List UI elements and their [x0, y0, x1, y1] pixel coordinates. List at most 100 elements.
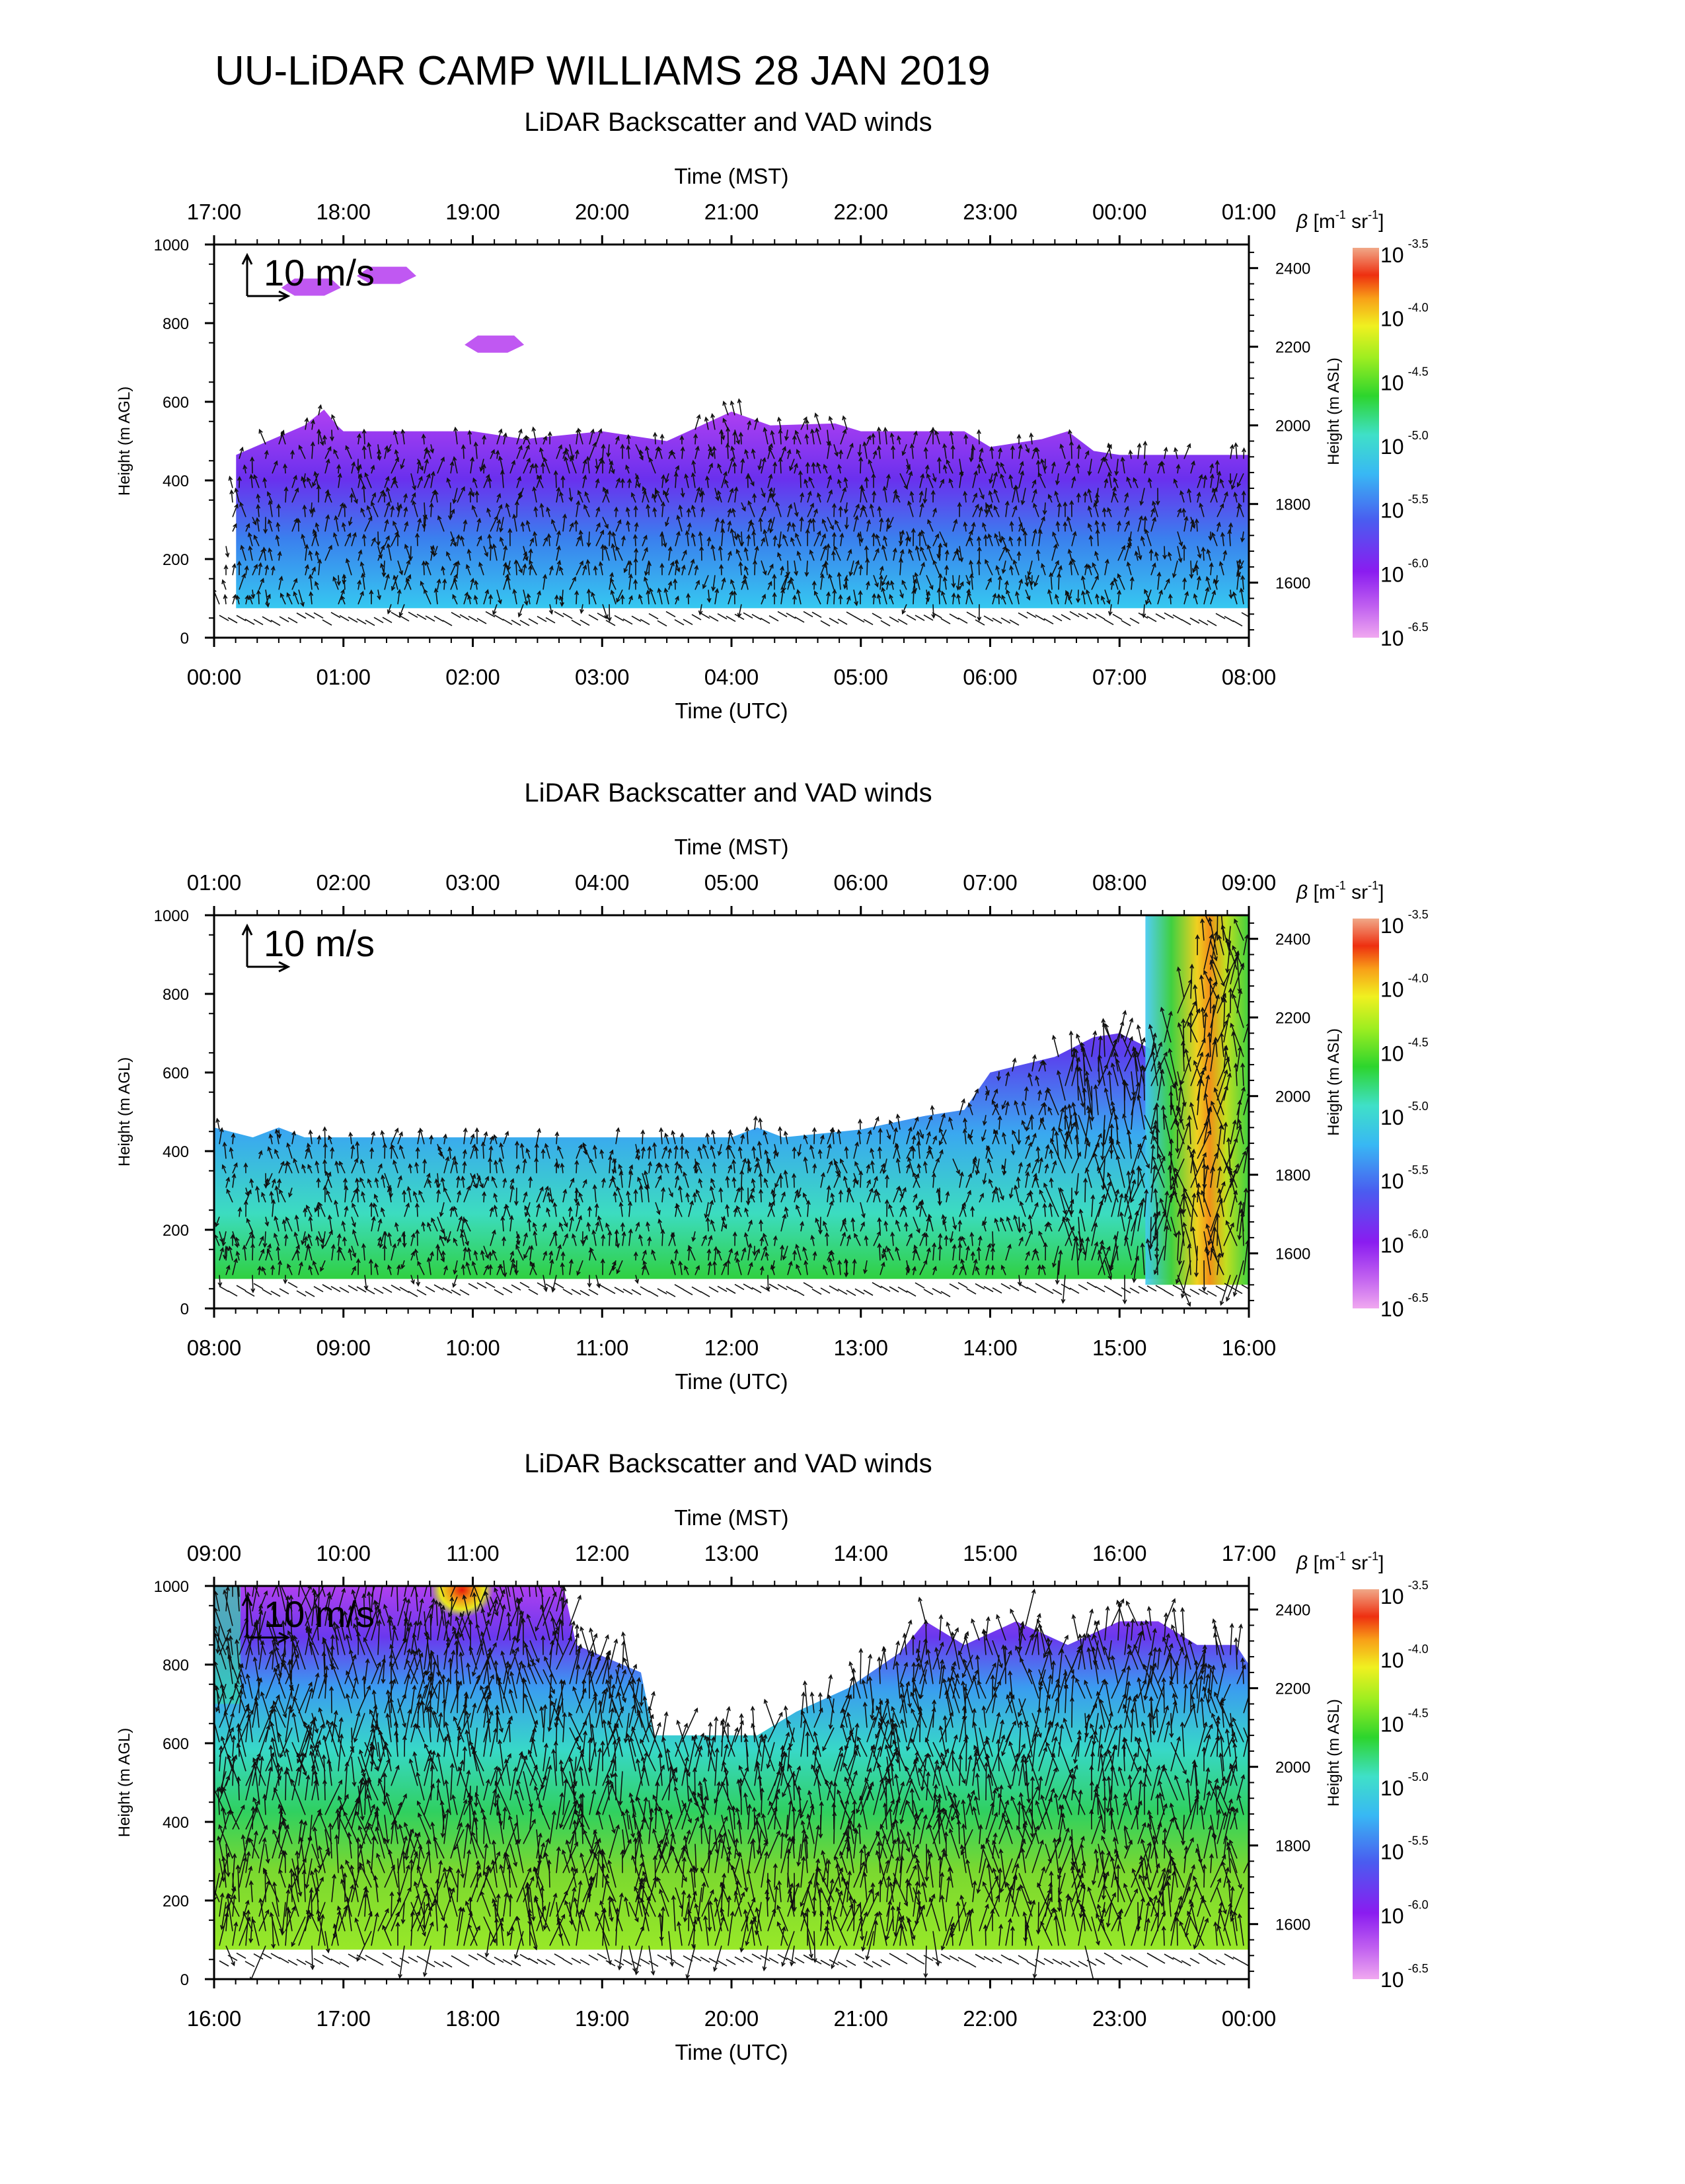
wind-arrow — [881, 621, 890, 626]
wind-arrow — [649, 562, 650, 576]
wind-arrow — [1199, 620, 1208, 625]
wind-arrow — [924, 615, 933, 621]
wind-arrow — [992, 1231, 993, 1247]
wind-arrow — [829, 618, 839, 623]
wind-arrow — [374, 617, 383, 622]
wind-arrow — [778, 611, 787, 617]
wind-arrow — [503, 619, 512, 624]
wind-arrow — [1104, 619, 1113, 624]
wind-arrow — [913, 590, 914, 605]
wind-arrow — [615, 615, 624, 621]
wind-arrow — [967, 612, 976, 617]
wind-arrow — [1085, 1179, 1086, 1203]
y2-tick-label: 2200 — [1275, 339, 1310, 357]
wind-arrow — [516, 1187, 517, 1205]
x-tick-label: 00:00 — [187, 665, 242, 689]
x-axis-label: Time (UTC) — [675, 698, 788, 723]
wind-arrow — [262, 617, 272, 622]
wind-arrow — [726, 616, 735, 621]
x2-tick-label: 20:00 — [575, 200, 630, 224]
wind-arrow — [563, 613, 572, 619]
wind-arrow — [1044, 619, 1053, 624]
wind-scale: 10 m/s — [243, 252, 375, 301]
wind-arrow — [959, 1244, 960, 1261]
wind-arrow — [657, 621, 667, 626]
wind-arrow — [357, 619, 366, 624]
wind-arrow — [898, 619, 907, 624]
x-tick-label: 06:00 — [963, 665, 1018, 689]
wind-arrow — [632, 616, 641, 621]
wind-arrow — [443, 621, 452, 626]
wind-arrow — [1113, 615, 1122, 620]
wind-arrow — [804, 611, 813, 617]
x2-tick-label: 01:00 — [1222, 200, 1277, 224]
wind-arrow — [434, 616, 443, 621]
y2-tick-label: 2000 — [1275, 418, 1310, 435]
wind-arrow — [666, 611, 675, 617]
wind-arrow — [572, 620, 581, 625]
y2-tick-label: 2400 — [1275, 260, 1310, 278]
wind-arrow — [1001, 618, 1010, 623]
wind-arrow — [814, 1128, 815, 1144]
wind-arrow — [1078, 614, 1088, 619]
wind-arrow — [769, 616, 778, 621]
wind-arrow — [800, 471, 801, 488]
x2-axis-label: Time (MST) — [675, 164, 789, 188]
wind-arrow — [424, 1160, 425, 1173]
wind-arrow — [365, 621, 375, 626]
wind-arrow — [1156, 614, 1165, 619]
wind-arrow — [846, 612, 856, 617]
wind-arrow — [1084, 1088, 1085, 1115]
wind-arrow — [683, 619, 693, 624]
wind-arrow — [950, 614, 959, 619]
wind-arrow — [537, 617, 546, 622]
wind-arrow — [529, 619, 538, 624]
wind-arrow — [252, 1244, 253, 1261]
y-tick-label: 1000 — [154, 237, 189, 254]
wind-arrow — [340, 615, 349, 621]
wind-arrow — [576, 591, 577, 605]
wind-arrow — [520, 621, 529, 626]
wind-arrow — [821, 621, 830, 626]
wind-arrow — [1204, 1158, 1205, 1187]
wind-arrow — [714, 1261, 715, 1275]
wind-arrow — [1018, 613, 1028, 618]
wind-arrow — [860, 1172, 861, 1188]
colorbar-tick-label: 10-5.0 — [1380, 429, 1429, 459]
wind-arrow — [450, 502, 451, 519]
wind-arrow — [812, 612, 821, 617]
colorbar-tick-label: 10-5.5 — [1380, 493, 1429, 523]
wind-arrow — [271, 621, 280, 626]
wind-arrow — [410, 546, 411, 560]
wind-arrow — [589, 615, 598, 620]
x2-tick-label: 00:00 — [1092, 200, 1147, 224]
y-tick-label: 400 — [163, 472, 189, 490]
wind-arrow — [237, 615, 246, 621]
wind-arrow — [889, 617, 899, 622]
wind-arrow — [986, 535, 987, 546]
wind-arrow — [378, 531, 379, 545]
wind-arrow — [872, 613, 881, 619]
wind-arrow — [297, 613, 306, 619]
wind-arrow — [1025, 532, 1026, 546]
wind-arrow — [400, 616, 409, 621]
wind-arrow — [239, 477, 240, 488]
wind-arrow — [1173, 615, 1182, 620]
wind-arrow — [640, 619, 650, 624]
wind-arrow — [288, 618, 297, 623]
wind-arrow — [554, 611, 564, 617]
wind-arrow — [417, 1230, 418, 1246]
y-tick-label: 200 — [163, 551, 189, 569]
y-tick-label: 0 — [180, 630, 189, 648]
wind-arrow — [1147, 617, 1156, 622]
wind-arrow — [280, 617, 289, 622]
x-tick-label: 02:00 — [445, 665, 500, 689]
wind-arrow — [245, 619, 254, 624]
x-tick-label: 03:00 — [575, 665, 630, 689]
x-tick-label: 08:00 — [1222, 665, 1277, 689]
wind-arrow — [1190, 618, 1199, 623]
wind-arrow — [305, 613, 315, 619]
wind-arrow — [623, 619, 632, 624]
wind-arrow — [915, 615, 924, 621]
